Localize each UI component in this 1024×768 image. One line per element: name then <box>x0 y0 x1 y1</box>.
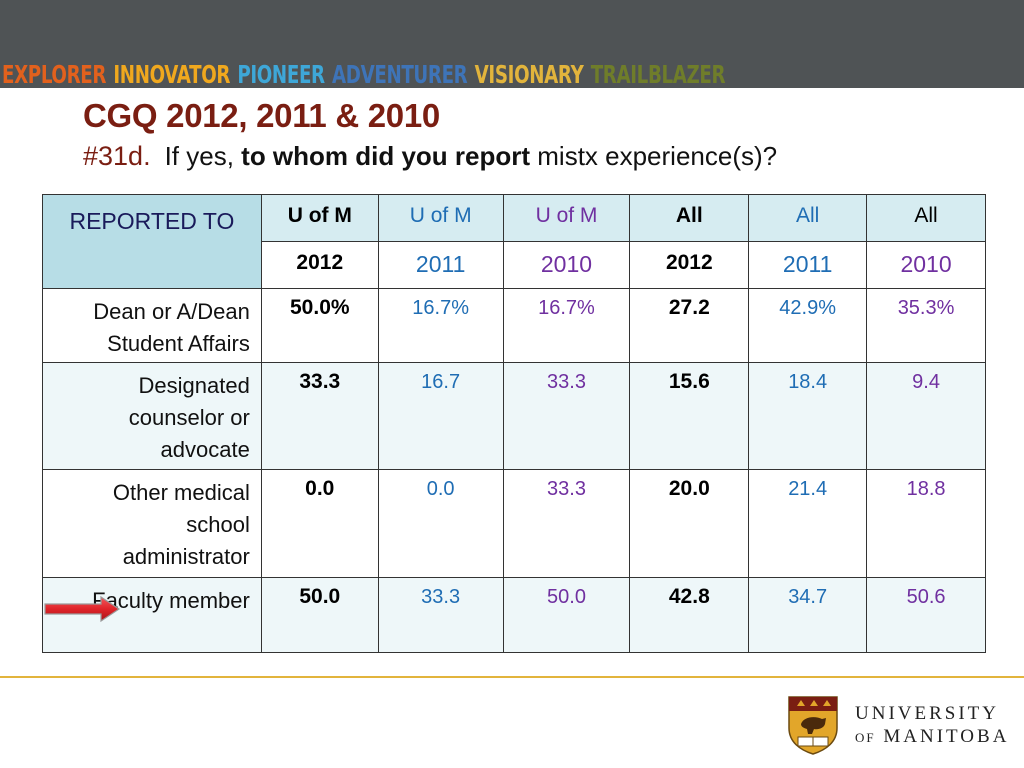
table-cell: 35.3% <box>866 288 986 363</box>
table-cell: 9.4 <box>866 362 986 470</box>
results-table: REPORTED TO U of M U of M U of M All All… <box>42 194 986 653</box>
subtitle-emphasis: to whom did you report <box>241 141 531 171</box>
footer-divider <box>0 676 1024 678</box>
table-cell: 33.3 <box>377 577 504 653</box>
table-cell: 0.0 <box>377 469 504 578</box>
header-year: 2010 <box>502 241 631 289</box>
table-cell: 21.4 <box>748 469 868 578</box>
table-cell: 27.2 <box>629 288 750 363</box>
wordmark-manitoba: MANITOBA <box>883 726 1010 747</box>
row-label: Designated counselor or advocate <box>42 362 262 470</box>
banner-word-visionary: VISIONARY <box>474 60 584 89</box>
header-group: All <box>748 194 868 242</box>
table-cell: 34.7 <box>748 577 868 653</box>
header-year: 2011 <box>377 241 504 289</box>
table-row: Dean or A/Dean Student Affairs 50.0% 16.… <box>42 288 986 363</box>
header-group: U of M <box>377 194 504 242</box>
table-cell: 50.0 <box>260 577 379 653</box>
top-banner: EXPLORER INNOVATOR PIONEER ADVENTURER VI… <box>0 0 1024 89</box>
row-label: Other medical school administrator <box>42 469 262 578</box>
header-year: 2011 <box>748 241 868 289</box>
slide-subtitle: #31d. If yes, to whom did you report mist… <box>83 141 777 172</box>
table-cell: 18.8 <box>866 469 986 578</box>
header-year: 2012 <box>260 241 379 289</box>
university-crest-icon <box>788 696 838 755</box>
table-cell: 33.3 <box>260 362 379 470</box>
table-row: Designated counselor or advocate 33.3 16… <box>42 362 986 470</box>
table-cell: 16.7% <box>377 288 504 363</box>
table-year-row: 2012 2011 2010 2012 2011 2010 <box>43 241 986 289</box>
header-group: U of M <box>260 194 379 242</box>
table-cell: 33.3 <box>502 469 631 578</box>
wordmark-second-line: OF MANITOBA <box>855 725 1009 749</box>
header-year: 2010 <box>866 241 986 289</box>
table-cell: 20.0 <box>629 469 750 578</box>
table-row: Faculty member 50.0 33.3 50.0 42.8 34.7 … <box>42 577 986 653</box>
banner-word-adventurer: ADVENTURER <box>332 60 468 89</box>
banner-word-pioneer: PIONEER <box>237 60 325 89</box>
header-group: All <box>866 194 986 242</box>
header-year: 2012 <box>629 241 750 289</box>
header-group: U of M <box>502 194 631 242</box>
table-cell: 50.6 <box>866 577 986 653</box>
question-number: #31d. <box>83 141 151 171</box>
banner-word-trailblazer: TRAILBLAZER <box>590 60 726 89</box>
table-cell: 33.3 <box>502 362 631 470</box>
table-cell: 42.8 <box>629 577 750 653</box>
row-label: Faculty member <box>42 577 262 653</box>
table-cell: 16.7% <box>502 288 631 363</box>
table-row: Other medical school administrator 0.0 0… <box>42 469 986 578</box>
table-header-row: REPORTED TO U of M U of M U of M All All… <box>42 194 986 289</box>
header-group: All <box>629 194 750 242</box>
table-cell: 0.0 <box>260 469 379 578</box>
table-cell: 16.7 <box>377 362 504 470</box>
university-wordmark: UNIVERSITY OF MANITOBA <box>855 702 1009 749</box>
banner-words: EXPLORER INNOVATOR PIONEER ADVENTURER VI… <box>2 57 732 89</box>
banner-word-explorer: EXPLORER <box>2 60 107 89</box>
subtitle-prefix: If yes, <box>164 141 242 171</box>
table-cell: 15.6 <box>629 362 750 470</box>
table-cell: 42.9% <box>748 288 868 363</box>
table-cell: 50.0% <box>260 288 379 363</box>
wordmark-of: OF <box>855 730 876 745</box>
banner-word-innovator: INNOVATOR <box>113 60 231 89</box>
row-label: Dean or A/Dean Student Affairs <box>42 288 262 363</box>
table-cell: 18.4 <box>748 362 868 470</box>
table-cell: 50.0 <box>502 577 631 653</box>
subtitle-suffix: mistx experience(s)? <box>530 141 778 171</box>
red-arrow-right-icon <box>44 595 121 623</box>
header-reported-to: REPORTED TO <box>42 194 262 289</box>
slide-title: CGQ 2012, 2011 & 2010 <box>83 97 440 134</box>
wordmark-university: UNIVERSITY <box>855 703 999 724</box>
